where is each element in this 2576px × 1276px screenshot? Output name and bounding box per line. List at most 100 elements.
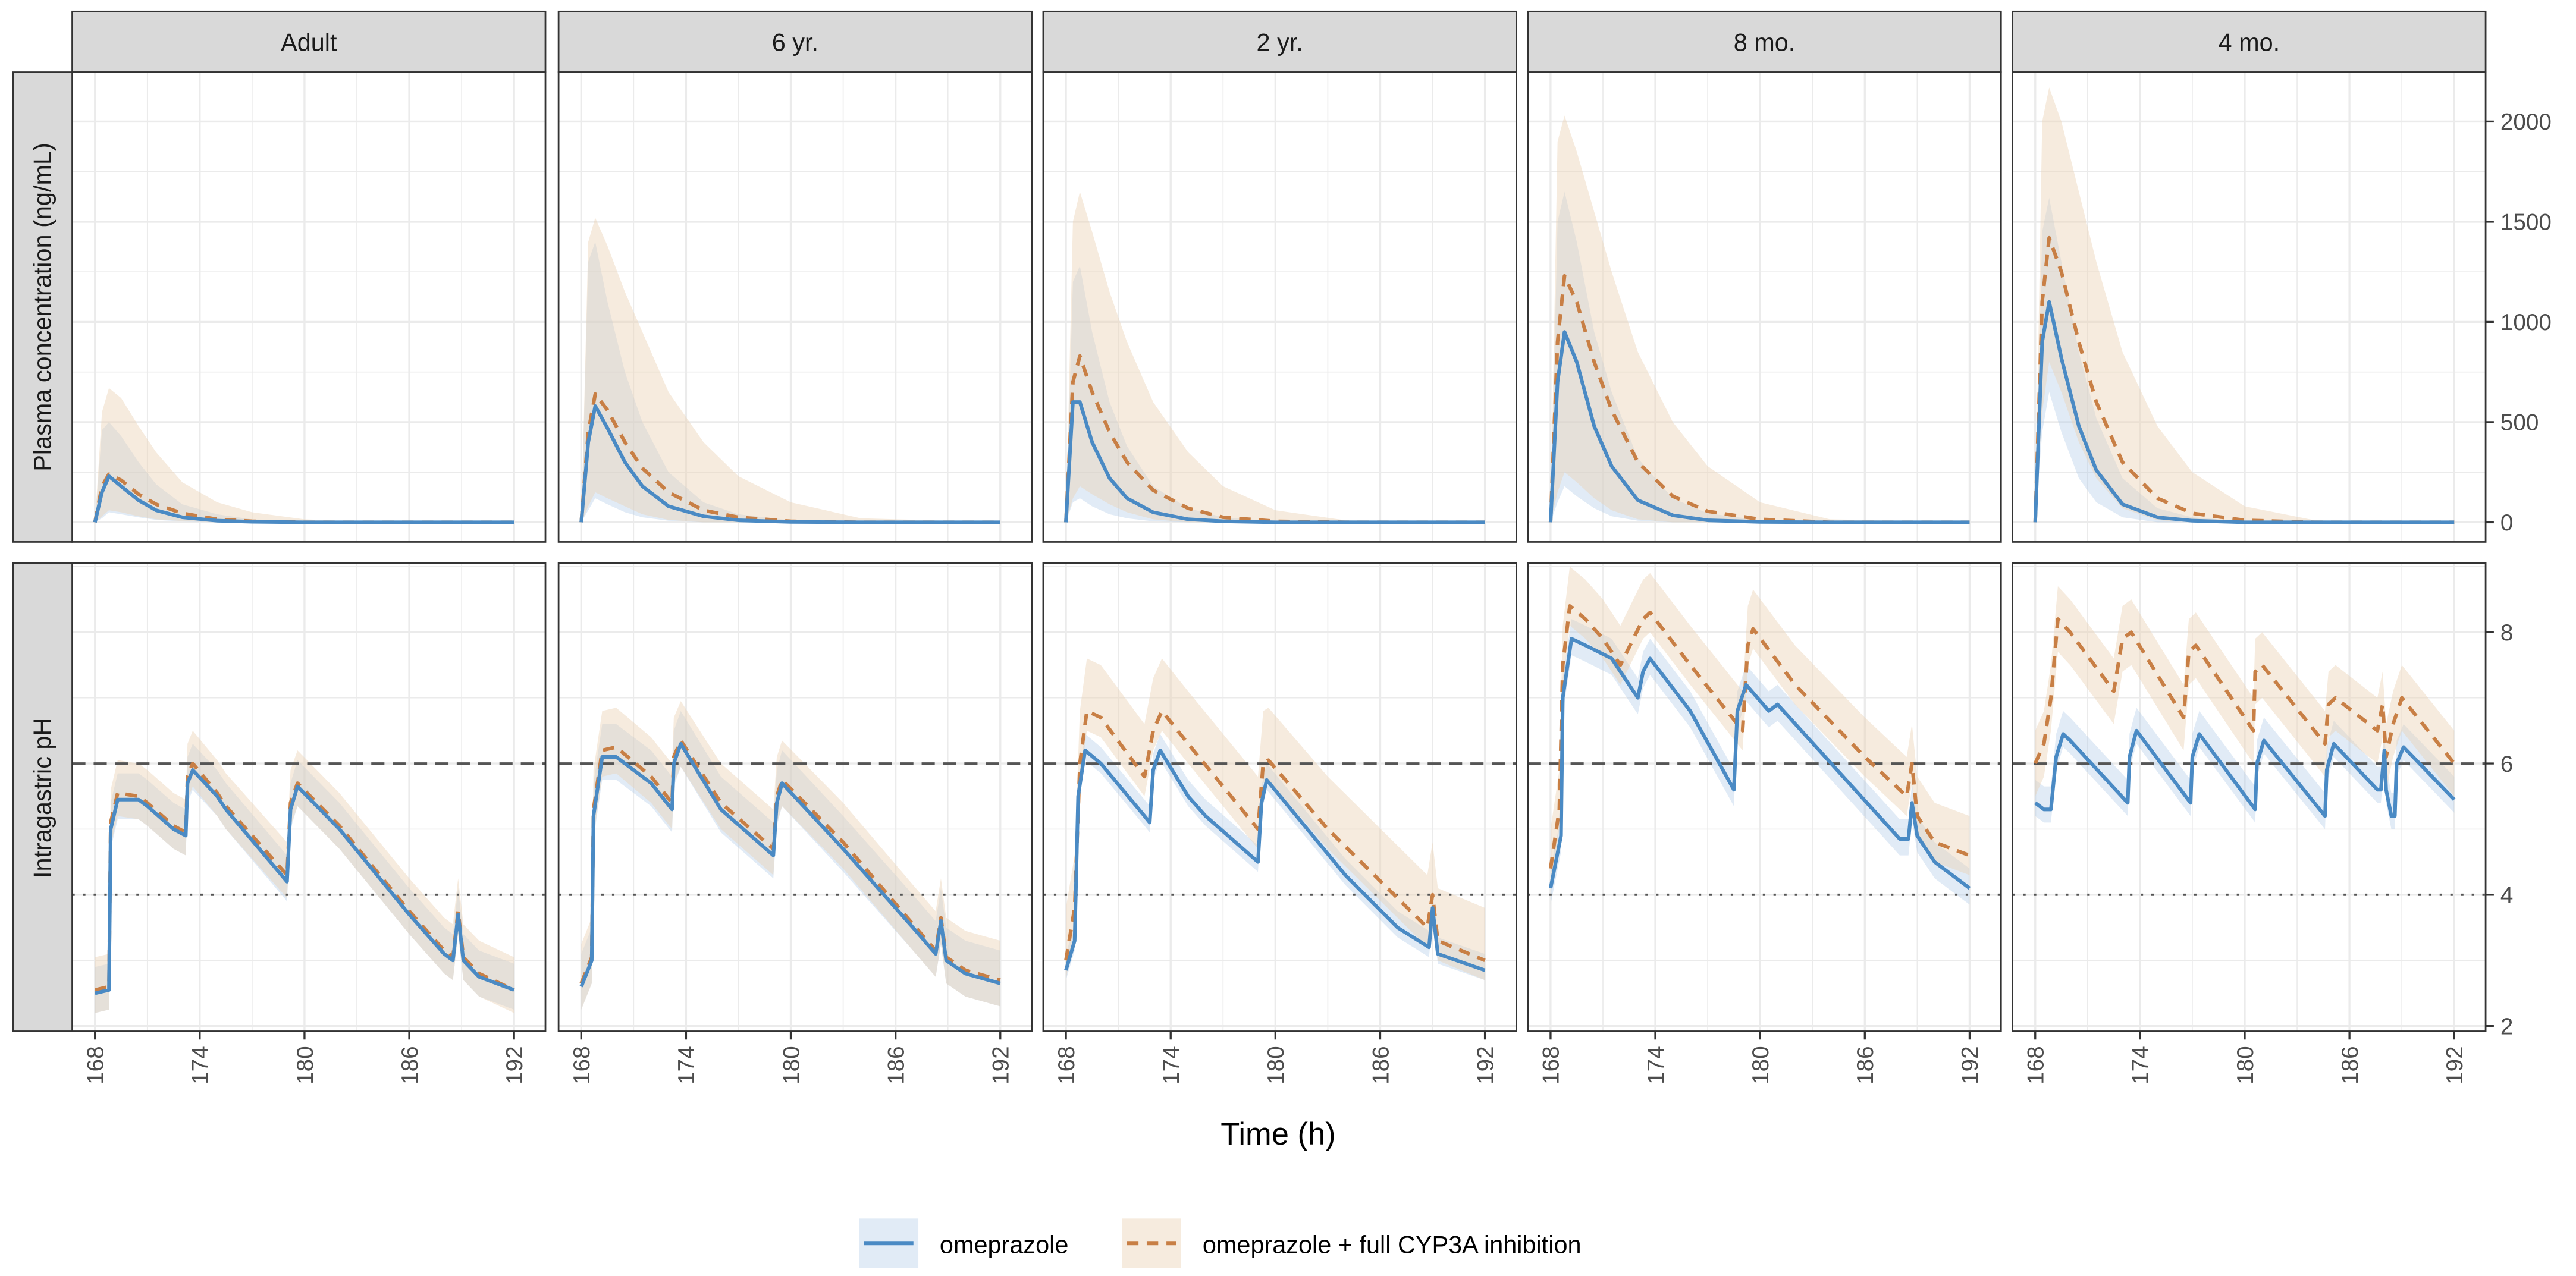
ribbon-inhibition bbox=[2035, 87, 2455, 523]
column-strip bbox=[1527, 10, 2002, 73]
row-strip-concentration bbox=[12, 71, 73, 543]
x-tick-label: 168 bbox=[569, 1046, 595, 1084]
panel-marks bbox=[2012, 586, 2486, 896]
row-strip-label-concentration: Plasma concentration (ng/mL) bbox=[29, 143, 57, 472]
line-omeprazole bbox=[579, 404, 1000, 524]
ribbon-omeprazole bbox=[1066, 266, 1485, 523]
column-strip-label: 8 mo. bbox=[1734, 29, 1796, 56]
panel-background bbox=[559, 72, 1032, 542]
x-tick-label: 192 bbox=[502, 1046, 528, 1084]
x-tick-label: 174 bbox=[188, 1046, 214, 1084]
panel-ph-0 bbox=[71, 562, 547, 1032]
x-tick-label: 168 bbox=[2023, 1046, 2049, 1084]
ribbon-omeprazole bbox=[95, 743, 514, 1013]
panel-background bbox=[2012, 72, 2486, 542]
panel-marks bbox=[579, 218, 1000, 524]
y-tick-label: 4 bbox=[2500, 883, 2514, 909]
line-omeprazole bbox=[1064, 748, 1486, 972]
x-tick-label: 192 bbox=[1957, 1046, 1983, 1084]
line-omeprazole bbox=[1064, 400, 1485, 524]
legend-label-omeprazole: omeprazole bbox=[940, 1230, 1068, 1258]
x-tick-label: 186 bbox=[1853, 1046, 1878, 1084]
panel-marks bbox=[1064, 191, 1485, 524]
panel-border bbox=[1042, 71, 1517, 543]
right-y-axes: 0 500 1000 1500 2000 2 4 6 8 bbox=[2486, 109, 2552, 1039]
y-tick-label: 6 bbox=[2500, 752, 2514, 777]
x-tick-label: 186 bbox=[883, 1046, 909, 1084]
x-tick-label: 186 bbox=[2337, 1046, 2363, 1084]
panel-background bbox=[2012, 563, 2486, 1032]
panel-concentration-1 bbox=[557, 71, 1033, 543]
column-strip bbox=[2012, 10, 2487, 73]
panel-border bbox=[2012, 71, 2487, 543]
line-omeprazole bbox=[579, 741, 1001, 988]
x-tick-label: 180 bbox=[293, 1046, 318, 1084]
y-tick-label: 1500 bbox=[2500, 210, 2552, 235]
x-tick-label: 180 bbox=[1748, 1046, 1774, 1084]
panel-concentration-3 bbox=[1527, 71, 2002, 543]
ribbon-omeprazole bbox=[1066, 734, 1485, 980]
line-omeprazole bbox=[1548, 637, 1971, 890]
x-axis-title: Time (h) bbox=[1220, 1117, 1335, 1152]
column-strip-label: Adult bbox=[281, 29, 337, 56]
column-strip-label: 4 mo. bbox=[2219, 29, 2280, 56]
column-strip bbox=[1042, 10, 1517, 73]
y-tick-label: 1000 bbox=[2500, 310, 2552, 335]
line-inhibition bbox=[579, 392, 1000, 524]
ribbon-inhibition bbox=[581, 218, 1000, 523]
x-tick-label: 180 bbox=[2233, 1046, 2258, 1084]
column-strip-label: 2 yr. bbox=[1257, 29, 1303, 56]
ribbon-omeprazole bbox=[95, 422, 514, 523]
x-tick-label: 192 bbox=[1473, 1046, 1498, 1084]
column-strip bbox=[557, 10, 1033, 73]
row-strip-ph bbox=[12, 562, 73, 1032]
ribbon-inhibition bbox=[2035, 586, 2455, 797]
x-tick-label: 168 bbox=[83, 1046, 109, 1084]
panel-background bbox=[1043, 72, 1517, 542]
column-strip-label: 6 yr. bbox=[772, 29, 818, 56]
legend: omeprazole omeprazole + full CYP3A inhib… bbox=[859, 1218, 1582, 1268]
y-tick-label: 0 bbox=[2500, 510, 2514, 536]
panel-concentration-4 bbox=[2012, 71, 2487, 543]
line-omeprazole bbox=[1548, 330, 1970, 524]
x-tick-label: 168 bbox=[1539, 1046, 1564, 1084]
panel-ph-2 bbox=[1042, 562, 1517, 1032]
panel-background bbox=[1527, 72, 2001, 542]
panel-marks bbox=[1043, 658, 1517, 980]
panel-ph-3 bbox=[1527, 562, 2002, 1032]
panel-marks bbox=[1548, 115, 1970, 524]
line-inhibition bbox=[1064, 709, 1486, 963]
x-axes: 168 174 180 186 192 168 174 180 186 192 168 174 180 1… bbox=[83, 1031, 2468, 1085]
x-tick-label: 186 bbox=[1368, 1046, 1394, 1084]
ribbon-omeprazole bbox=[1550, 191, 1970, 523]
x-tick-label: 192 bbox=[2442, 1046, 2468, 1084]
y-tick-label: 2000 bbox=[2500, 109, 2552, 135]
column-strip bbox=[71, 10, 547, 73]
line-omeprazole bbox=[95, 768, 515, 995]
ribbon-omeprazole bbox=[581, 711, 1000, 1010]
facet-panels: Adult 6 yr. 2 yr. 8 mo. 4 mo. bbox=[71, 10, 2487, 1032]
panel-concentration-2 bbox=[1042, 71, 1517, 543]
ribbon-inhibition bbox=[95, 388, 514, 523]
x-tick-label: 174 bbox=[2128, 1046, 2154, 1084]
line-inhibition bbox=[1548, 274, 1970, 524]
panel-border bbox=[1527, 562, 2002, 1032]
panel-ph-1 bbox=[557, 562, 1033, 1032]
panel-marks bbox=[93, 388, 514, 524]
y-tick-label: 500 bbox=[2500, 410, 2539, 436]
panel-border bbox=[1042, 562, 1517, 1032]
row-strip-label-ph: Intragastric pH bbox=[29, 718, 57, 878]
line-omeprazole bbox=[2033, 300, 2455, 524]
x-tick-label: 186 bbox=[397, 1046, 423, 1084]
panel-concentration-0 bbox=[71, 71, 547, 543]
panel-marks bbox=[2033, 87, 2455, 524]
y-tick-label: 2 bbox=[2500, 1014, 2514, 1039]
ribbon-inhibition bbox=[581, 701, 1000, 1010]
ribbon-inhibition bbox=[1066, 658, 1485, 980]
line-omeprazole bbox=[93, 474, 514, 524]
panel-marks bbox=[559, 701, 1032, 1010]
panel-border bbox=[557, 71, 1033, 543]
ribbon-omeprazole bbox=[581, 241, 1000, 523]
panel-border bbox=[557, 562, 1033, 1032]
